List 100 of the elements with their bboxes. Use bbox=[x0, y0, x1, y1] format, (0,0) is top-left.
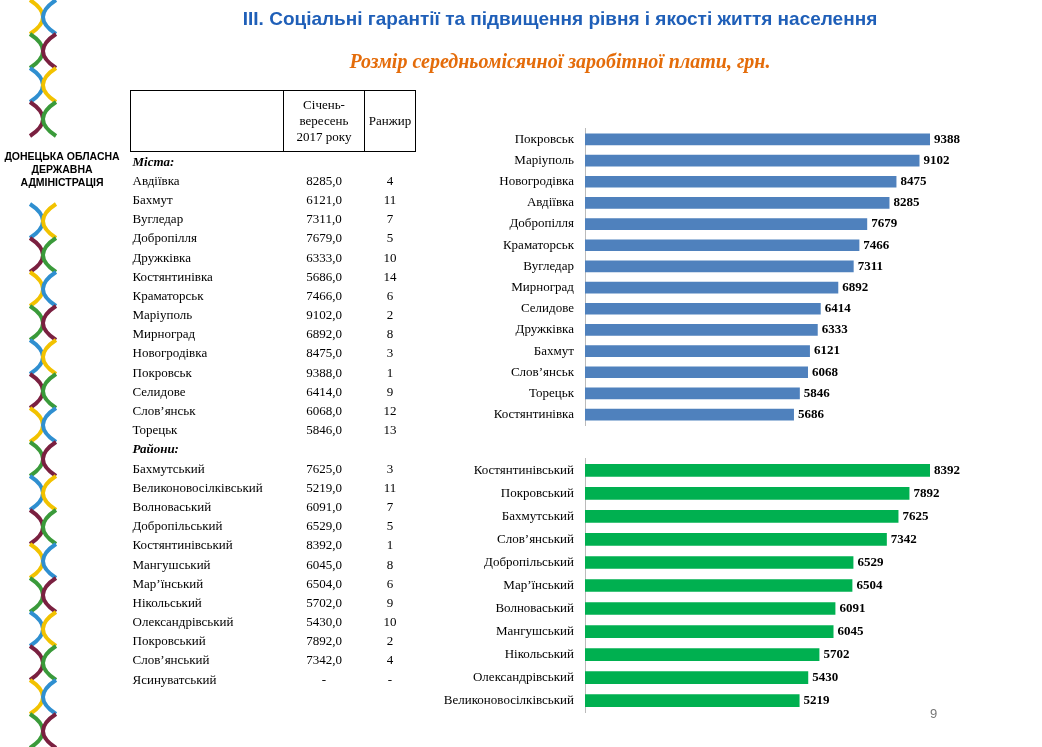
y-tick-label: Волноваський bbox=[495, 599, 575, 615]
data-label: 8475,0 bbox=[305, 344, 343, 363]
data-label: 6121 bbox=[813, 342, 840, 358]
bar bbox=[585, 463, 930, 477]
bar bbox=[585, 218, 868, 230]
bar bbox=[585, 671, 809, 684]
category-label: Торецьк bbox=[131, 421, 179, 440]
data-label: 7679 bbox=[871, 215, 898, 231]
bar bbox=[585, 133, 930, 146]
category-label: Бахмутський bbox=[131, 459, 206, 478]
category-label: Новогродівка bbox=[131, 344, 209, 363]
data-label: 2 bbox=[385, 632, 395, 651]
data-label: 7311 bbox=[857, 257, 883, 273]
category-label: Добропілля bbox=[131, 229, 198, 248]
data-label: 8392 bbox=[934, 461, 960, 477]
bar bbox=[585, 408, 794, 421]
data-label: 6504 bbox=[856, 576, 883, 592]
data-label: 7625,0 bbox=[305, 459, 343, 478]
bar bbox=[585, 366, 808, 379]
data-label: 9102 bbox=[923, 151, 950, 167]
y-tick-label: Маріуполь bbox=[514, 151, 575, 167]
data-label: 10 bbox=[382, 613, 398, 632]
data-label: 5702,0 bbox=[305, 593, 343, 612]
y-tick-label: Олександрівський bbox=[472, 669, 575, 685]
category-label: Слов’янськ bbox=[131, 402, 197, 421]
text: Міста: bbox=[131, 152, 176, 171]
data-label: 6045 bbox=[837, 622, 865, 638]
category-label: Краматорськ bbox=[131, 286, 205, 305]
y-tick-label: Мирноград bbox=[511, 279, 575, 295]
bar bbox=[585, 197, 890, 209]
data-label: 9 bbox=[385, 382, 395, 401]
data-label: 1 bbox=[385, 363, 395, 382]
bar bbox=[585, 281, 839, 294]
data-label: 2 bbox=[385, 306, 395, 325]
bar bbox=[585, 239, 860, 252]
data-label: 5219,0 bbox=[305, 478, 343, 497]
y-tick-label: Мангушський bbox=[495, 622, 575, 638]
y-tick-label: Дружківка bbox=[515, 321, 575, 337]
data-label: 7342,0 bbox=[305, 651, 343, 670]
category-label: Бахмут bbox=[131, 190, 174, 209]
y-tick-label: Костянтинівка bbox=[493, 406, 575, 422]
data-label: - bbox=[386, 670, 394, 689]
data-label: 6414,0 bbox=[305, 382, 343, 401]
category-label: Вугледар bbox=[131, 210, 185, 229]
y-tick-label: Бахмутський bbox=[501, 507, 575, 523]
data-label: 6333 bbox=[821, 321, 849, 337]
bar bbox=[585, 260, 854, 273]
y-tick-label: Мар’їнський bbox=[503, 576, 575, 592]
y-tick-label: Слов’янськ bbox=[510, 363, 575, 379]
y-tick-label: Авдіївка bbox=[526, 194, 575, 210]
data-label: 13 bbox=[382, 421, 398, 440]
data-label: 5686 bbox=[797, 405, 825, 421]
data-label: 5702 bbox=[823, 645, 850, 661]
data-label: 6068 bbox=[811, 363, 839, 379]
data-label: 6892,0 bbox=[305, 325, 343, 344]
bar bbox=[585, 533, 887, 546]
data-label: 14 bbox=[382, 267, 398, 286]
y-tick-label: Костянтинівський bbox=[473, 461, 575, 477]
data-label: 7 bbox=[385, 497, 395, 516]
category-label: Костянтинівка bbox=[131, 267, 214, 286]
data-label: 8285,0 bbox=[305, 171, 343, 190]
bar bbox=[585, 175, 897, 188]
y-tick-label: Нікольський bbox=[504, 646, 575, 662]
data-label: 6091,0 bbox=[305, 497, 343, 516]
data-label: 9102,0 bbox=[305, 306, 343, 325]
y-tick-label: Покровськ bbox=[514, 130, 575, 146]
y-tick-label: Добропільський bbox=[484, 553, 575, 569]
category-label: Селидове bbox=[131, 382, 187, 401]
bar bbox=[585, 345, 810, 357]
data-label: 6529 bbox=[857, 553, 884, 569]
category-label: Мар’їнський bbox=[131, 574, 205, 593]
data-label: 7892,0 bbox=[305, 632, 343, 651]
bar bbox=[585, 648, 820, 661]
data-label: 6529,0 bbox=[305, 517, 343, 536]
data-label: 8 bbox=[385, 325, 395, 344]
data-label: 6121,0 bbox=[305, 190, 343, 209]
category-label: Покровськ bbox=[131, 363, 193, 382]
data-label: 7625 bbox=[902, 507, 929, 523]
category-label: Покровський bbox=[131, 632, 207, 651]
category-label: Дружківка bbox=[131, 248, 192, 267]
data-label: 5 bbox=[385, 229, 395, 248]
bar bbox=[585, 510, 899, 523]
data-label: 7 bbox=[385, 210, 395, 229]
bar bbox=[585, 556, 854, 569]
text: III. Соціальні гарантії та підвищення рівня і якості життя населення bbox=[241, 8, 879, 30]
data-label: 1 bbox=[385, 536, 395, 555]
data-label: 5846,0 bbox=[305, 421, 343, 440]
data-label: 11 bbox=[382, 478, 398, 497]
data-label: 6333,0 bbox=[305, 248, 343, 267]
data-label: 6 bbox=[385, 574, 395, 593]
data-label: 4 bbox=[385, 651, 395, 670]
bar bbox=[585, 387, 800, 400]
data-label: 8285 bbox=[893, 194, 920, 210]
data-label: 7679,0 bbox=[305, 229, 343, 248]
data-label: 7466 bbox=[863, 236, 890, 252]
category-label: Волноваський bbox=[131, 497, 213, 516]
data-label: 3 bbox=[385, 344, 395, 363]
data-label: 6068,0 bbox=[305, 402, 343, 421]
bar bbox=[585, 302, 821, 315]
category-label: Нікольський bbox=[131, 593, 203, 612]
